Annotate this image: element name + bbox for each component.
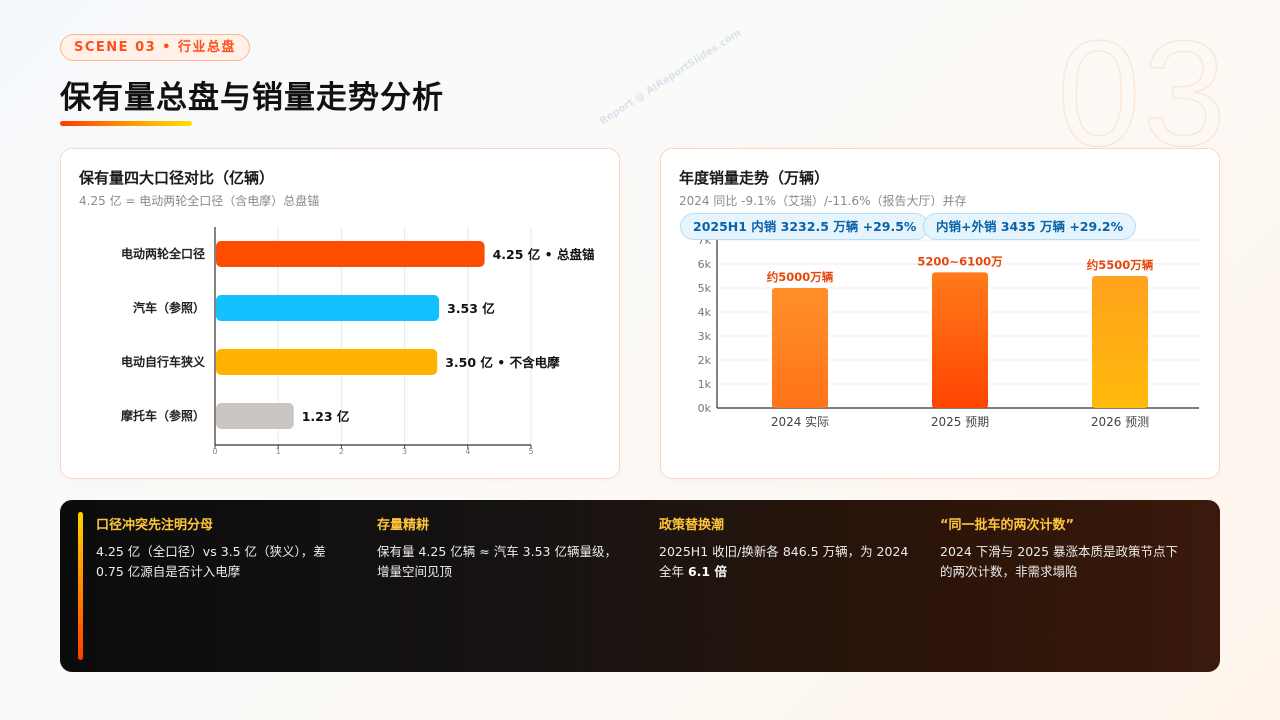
insight-body: 2025H1 收旧/换新各 846.5 万辆，为 2024 全年 6.1 倍 <box>659 542 909 582</box>
y-tick-label: 6k <box>698 258 712 271</box>
insight-item: 存量精耕 保有量 4.25 亿辆 ≈ 汽车 3.53 亿辆量级，增量空间见顶 <box>377 514 627 582</box>
category-label: 2025 预期 <box>931 415 989 429</box>
insight-title: 政策替换潮 <box>659 518 725 533</box>
data-label: 约5000万辆 <box>767 270 834 284</box>
title-underline <box>60 121 192 126</box>
scene-number-watermark: 03 <box>1056 9 1228 177</box>
data-label: 3.50 亿 • 不含电摩 <box>445 355 560 370</box>
insight-body-text: 2025H1 收旧/换新各 846.5 万辆，为 2024 全年 <box>659 544 909 579</box>
sales-chart-subtitle: 2024 同比 -9.1%（艾瑞）/-11.6%（报告大厅）并存 <box>679 194 967 208</box>
y-tick-label: 5k <box>698 282 712 295</box>
x-tick-label: 0 <box>212 447 217 456</box>
stock-chart-subtitle: 4.25 亿 = 电动两轮全口径（含电摩）总盘锚 <box>79 194 320 208</box>
category-label: 摩托车（参照） <box>121 408 205 423</box>
data-label: 5200~6100万 <box>917 254 1003 268</box>
stock-chart-title: 保有量四大口径对比（亿辆） <box>79 169 275 187</box>
insight-title: 存量精耕 <box>377 518 430 533</box>
x-tick-label: 5 <box>528 447 533 456</box>
x-tick-label: 2 <box>339 447 344 456</box>
data-label: 4.25 亿 • 总盘锚 <box>493 247 595 262</box>
bar <box>772 288 828 408</box>
insight-item: 政策替换潮 2025H1 收旧/换新各 846.5 万辆，为 2024 全年 6… <box>659 514 909 582</box>
x-tick-label: 1 <box>276 447 281 456</box>
category-label: 2026 预测 <box>1091 415 1149 429</box>
total-sales-pill: 内销+外销 3435 万辆 +29.2% <box>923 213 1137 240</box>
insight-item: 口径冲突先注明分母 4.25 亿（全口径）vs 3.5 亿（狭义），差 0.75… <box>96 514 346 582</box>
bar <box>216 403 294 429</box>
y-tick-label: 2k <box>698 354 712 367</box>
bar <box>216 241 485 267</box>
y-tick-label: 3k <box>698 330 712 343</box>
domestic-sales-pill: 2025H1 内销 3232.5 万辆 +29.5% <box>680 213 930 240</box>
category-label: 2024 实际 <box>771 414 829 429</box>
insight-item: “同一批车的两次计数” 2024 下滑与 2025 暴涨本质是政策节点下的两次计… <box>940 514 1190 582</box>
insights-accent-bar <box>78 512 83 660</box>
insights-panel: 口径冲突先注明分母 4.25 亿（全口径）vs 3.5 亿（狭义），差 0.75… <box>60 500 1220 672</box>
insight-body: 保有量 4.25 亿辆 ≈ 汽车 3.53 亿辆量级，增量空间见顶 <box>377 544 617 579</box>
bar <box>216 349 438 375</box>
y-tick-label: 1k <box>698 378 712 391</box>
stock-comparison-card: 保有量四大口径对比（亿辆） 4.25 亿 = 电动两轮全口径（含电摩）总盘锚 0… <box>60 148 620 479</box>
insight-title: 口径冲突先注明分母 <box>96 518 214 533</box>
y-tick-label: 4k <box>698 306 712 319</box>
scene-label-badge: SCENE 03 • 行业总盘 <box>60 34 251 61</box>
insight-highlight: 6.1 倍 <box>687 564 727 579</box>
category-label: 电动自行车狭义 <box>121 354 206 369</box>
page-title: 保有量总盘与销量走势分析 <box>60 80 444 116</box>
category-label: 电动两轮全口径 <box>121 246 205 261</box>
data-label: 3.53 亿 <box>447 301 495 316</box>
insight-body: 2024 下滑与 2025 暴涨本质是政策节点下的两次计数，非需求塌陷 <box>940 544 1179 579</box>
data-label: 1.23 亿 <box>302 409 350 424</box>
insight-body: 4.25 亿（全口径）vs 3.5 亿（狭义），差 0.75 亿源自是否计入电摩 <box>96 544 326 579</box>
category-label: 汽车（参照） <box>133 300 205 315</box>
report-watermark: Report @ AIReportSlides.com <box>598 27 744 128</box>
bar <box>216 295 440 321</box>
insight-title: “同一批车的两次计数” <box>940 518 1075 533</box>
bar <box>1092 276 1148 408</box>
data-label: 约5500万辆 <box>1087 258 1154 272</box>
x-tick-label: 3 <box>402 447 407 456</box>
x-tick-label: 4 <box>465 447 470 456</box>
bar <box>932 272 988 408</box>
sales-trend-card: 年度销量走势（万辆） 2024 同比 -9.1%（艾瑞）/-11.6%（报告大厅… <box>660 148 1220 479</box>
sales-chart-title: 年度销量走势（万辆） <box>679 169 830 187</box>
y-tick-label: 0k <box>698 402 712 415</box>
